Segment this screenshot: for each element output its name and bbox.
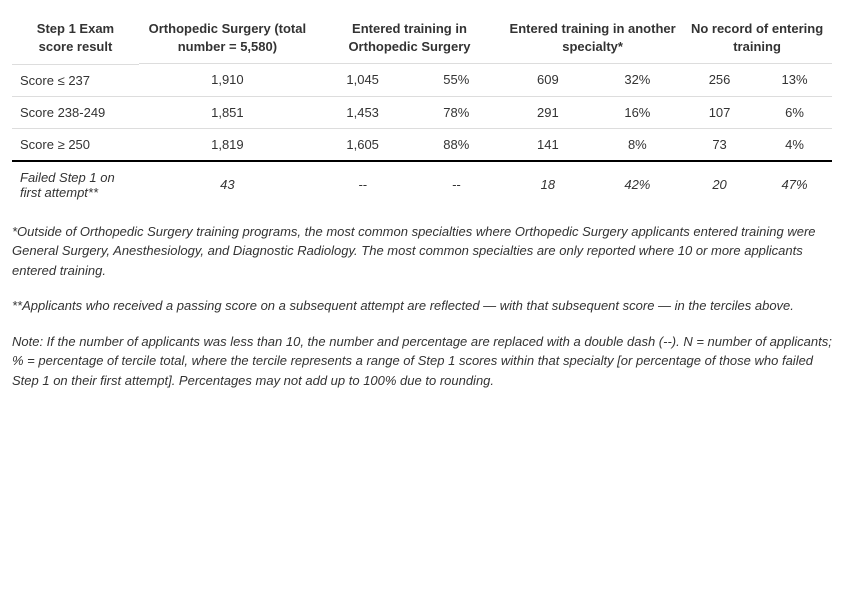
header-total: Orthopedic Surgery (total number = 5,580…: [139, 12, 316, 64]
table-row: Score 238-249 1,851 1,453 78% 291 16% 10…: [12, 96, 832, 128]
cell: 43: [139, 161, 316, 208]
cell: 78%: [409, 96, 503, 128]
cell: 1,851: [139, 96, 316, 128]
cell: 1,045: [316, 64, 410, 96]
cell: 1,453: [316, 96, 410, 128]
cell: 18: [503, 161, 592, 208]
header-no-record: No record of entering training: [682, 12, 832, 64]
cell: --: [316, 161, 410, 208]
footnote-asterisk: *Outside of Orthopedic Surgery training …: [12, 222, 832, 281]
footnote-note: Note: If the number of applicants was le…: [12, 332, 832, 391]
cell: 141: [503, 128, 592, 161]
cell: 73: [682, 128, 757, 161]
header-entered-ortho: Entered training in Orthopedic Surgery: [316, 12, 503, 64]
table-row: Score ≤ 237 1,910 1,045 55% 609 32% 256 …: [12, 64, 832, 96]
cell: 8%: [593, 128, 683, 161]
header-entered-other: Entered training in another specialty*: [503, 12, 682, 64]
cell: 6%: [757, 96, 832, 128]
header-score-result: Step 1 Exam score result: [12, 12, 139, 64]
cell: 256: [682, 64, 757, 96]
footnote-double-asterisk: **Applicants who received a passing scor…: [12, 296, 832, 316]
cell: 88%: [409, 128, 503, 161]
cell: 55%: [409, 64, 503, 96]
cell: 107: [682, 96, 757, 128]
table-row: Score ≥ 250 1,819 1,605 88% 141 8% 73 4%: [12, 128, 832, 161]
cell: 16%: [593, 96, 683, 128]
cell: 32%: [593, 64, 683, 96]
cell: 609: [503, 64, 592, 96]
table-row-failed: Failed Step 1 on first attempt** 43 -- -…: [12, 161, 832, 208]
cell: 1,819: [139, 128, 316, 161]
cell: 20: [682, 161, 757, 208]
cell: 1,605: [316, 128, 410, 161]
cell: --: [409, 161, 503, 208]
row-label: Score ≤ 237: [12, 64, 139, 96]
row-label: Score ≥ 250: [12, 128, 139, 161]
cell: 291: [503, 96, 592, 128]
row-label: Failed Step 1 on first attempt**: [12, 161, 139, 208]
cell: 1,910: [139, 64, 316, 96]
footnotes: *Outside of Orthopedic Surgery training …: [12, 222, 832, 391]
row-label: Score 238-249: [12, 96, 139, 128]
cell: 42%: [593, 161, 683, 208]
table-body: Score ≤ 237 1,910 1,045 55% 609 32% 256 …: [12, 64, 832, 208]
cell: 4%: [757, 128, 832, 161]
score-table: Step 1 Exam score result Orthopedic Surg…: [12, 12, 832, 208]
cell: 13%: [757, 64, 832, 96]
cell: 47%: [757, 161, 832, 208]
